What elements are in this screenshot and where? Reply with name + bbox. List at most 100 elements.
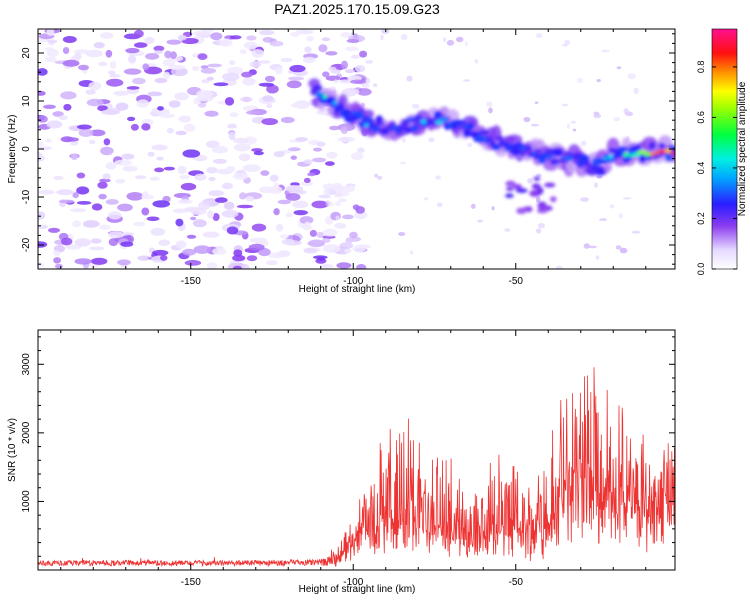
spectrogram-noise-blob — [82, 220, 100, 228]
spectrogram-noise-blob — [71, 153, 78, 161]
spectrogram-ridge-body — [648, 141, 656, 150]
spectrogram-faint-blob — [537, 223, 545, 229]
spectrogram-noise-blob — [76, 186, 90, 195]
spectrogram-ridge-core — [539, 154, 547, 159]
spectrogram-faint-blob — [633, 87, 639, 95]
spectrogram-noise-blob — [273, 151, 285, 158]
spectrogram-faint-blob — [463, 79, 471, 82]
spectrogram-noise-blob — [290, 31, 300, 37]
spectrogram-faint-blob — [411, 103, 420, 109]
spectrogram-ridge-core — [358, 116, 364, 120]
spectrogram-ridge-core — [351, 115, 361, 120]
snr-panel: -150 -100 -50 1000 2000 3000 Height of straig… — [7, 329, 676, 595]
spectrogram-noise-blob — [331, 185, 344, 192]
spectrogram-noise-blob — [76, 201, 92, 205]
spectrogram-ridge-spur — [505, 193, 514, 198]
spectrogram-noise-blob — [221, 210, 239, 218]
spectrogram-ridge-core — [622, 152, 630, 157]
spectrogram-ridge-core — [591, 166, 599, 171]
spectrogram-faint-blob — [360, 102, 366, 107]
spectrogram-noise-blob — [108, 211, 122, 220]
spectrogram-noise-blob — [158, 239, 171, 247]
spectrogram-noise-blob — [38, 211, 46, 220]
spectrogram-noise-blob — [38, 189, 55, 195]
spectrogram-faint-blob — [530, 123, 540, 127]
spectrogram-ridge-core — [368, 119, 375, 124]
spectrogram-noise-blob — [277, 199, 291, 205]
spectrogram-noise-blob — [43, 104, 56, 110]
spectrogram-noise-blob — [154, 50, 164, 54]
spectrogram-noise-blob — [223, 201, 235, 210]
spectrogram-noise-blob — [147, 151, 155, 157]
spectrogram-noise-blob — [229, 60, 236, 66]
spectrogram-noise-blob — [347, 185, 355, 193]
spectrogram-noise-blob — [280, 116, 295, 124]
spectrogram-noise-blob — [126, 86, 140, 90]
spectrogram-faint-blob — [593, 111, 600, 116]
spectrogram-noise-blob — [281, 238, 295, 245]
spectrogram-noise-blob — [273, 208, 280, 216]
spectrogram-noise-blob — [60, 237, 73, 246]
spectrogram-noise-blob — [340, 127, 348, 134]
spectrogram-noise-blob — [38, 262, 45, 268]
spectrogram-noise-blob — [146, 216, 160, 222]
spectrogram-noise-blob — [350, 79, 367, 85]
spectrogram-noise-blob — [349, 231, 358, 239]
spectrogram-noise-blob — [242, 77, 256, 86]
spectrogram-noise-blob — [312, 157, 327, 163]
snr-ylabel: SNR (10 * v/v) — [7, 418, 18, 482]
spectrogram-noise-blob — [309, 229, 317, 237]
spectrogram-noise-blob — [205, 140, 220, 149]
spec-ytick-label: 0 — [21, 146, 32, 152]
spectrogram-noise-blob — [226, 226, 239, 235]
spectrogram-noise-blob — [233, 143, 251, 152]
spectrogram-faint-blob — [333, 79, 338, 84]
spectrogram-faint-blob — [428, 137, 435, 143]
spectrogram-noise-blob — [243, 41, 258, 50]
spectrogram-ridge-core — [363, 123, 369, 128]
spectrogram-faint-blob — [491, 206, 495, 211]
spectrogram-noise-blob — [330, 211, 341, 221]
spectrogram-ridge-core — [649, 152, 655, 157]
spectrogram-faint-blob — [527, 178, 533, 184]
spectrogram-noise-blob — [56, 189, 74, 196]
spectrogram-faint-blob — [377, 175, 383, 180]
spectrogram-noise-blob — [222, 72, 240, 82]
spectrogram-faint-blob — [536, 228, 542, 234]
spectrogram-ridge-core — [450, 120, 459, 125]
spectrogram-noise-blob — [193, 245, 212, 254]
spectrogram-faint-blob — [470, 203, 476, 209]
spectrogram-noise-blob — [221, 182, 233, 190]
spectrogram-noise-blob — [100, 32, 114, 39]
spectrogram-ridge-spur — [544, 182, 556, 188]
spectrogram-noise-blob — [359, 50, 368, 58]
spectrogram-noise-blob — [317, 256, 326, 261]
spectrogram-noise-blob — [52, 250, 61, 256]
spec-xtick-label: -100 — [343, 276, 363, 287]
spectrogram-noise-blob — [228, 131, 236, 141]
spec-xtick-label: -150 — [181, 276, 201, 287]
spectrogram-noise-blob — [208, 176, 216, 182]
spectrogram-noise-blob — [266, 84, 279, 94]
spectrogram-noise-blob — [54, 263, 63, 269]
spectrogram-noise-blob — [93, 42, 105, 49]
spectrogram-faint-blob — [580, 140, 587, 146]
spectrogram-noise-blob — [135, 175, 147, 180]
spectrogram-ridge-core — [533, 148, 542, 153]
spectrogram-noise-blob — [258, 82, 275, 87]
spectrogram-faint-blob — [631, 230, 641, 234]
spectrogram-noise-blob — [303, 248, 318, 254]
spectrogram-noise-blob — [316, 141, 326, 147]
spectrogram-noise-blob — [177, 165, 187, 175]
spectrogram-faint-blob — [365, 60, 374, 64]
spectrogram-noise-blob — [325, 161, 335, 166]
spectrogram-noise-blob — [311, 200, 329, 209]
spectrogram-ridge-core — [461, 124, 469, 129]
spectrogram-faint-blob — [380, 34, 384, 41]
spectrogram-noise-blob — [345, 69, 355, 74]
snr-ytick-label: 2000 — [21, 421, 32, 444]
spectrogram-noise-blob — [175, 130, 187, 136]
spectrogram-noise-blob — [197, 53, 208, 60]
spectrogram-noise-blob — [277, 250, 291, 258]
